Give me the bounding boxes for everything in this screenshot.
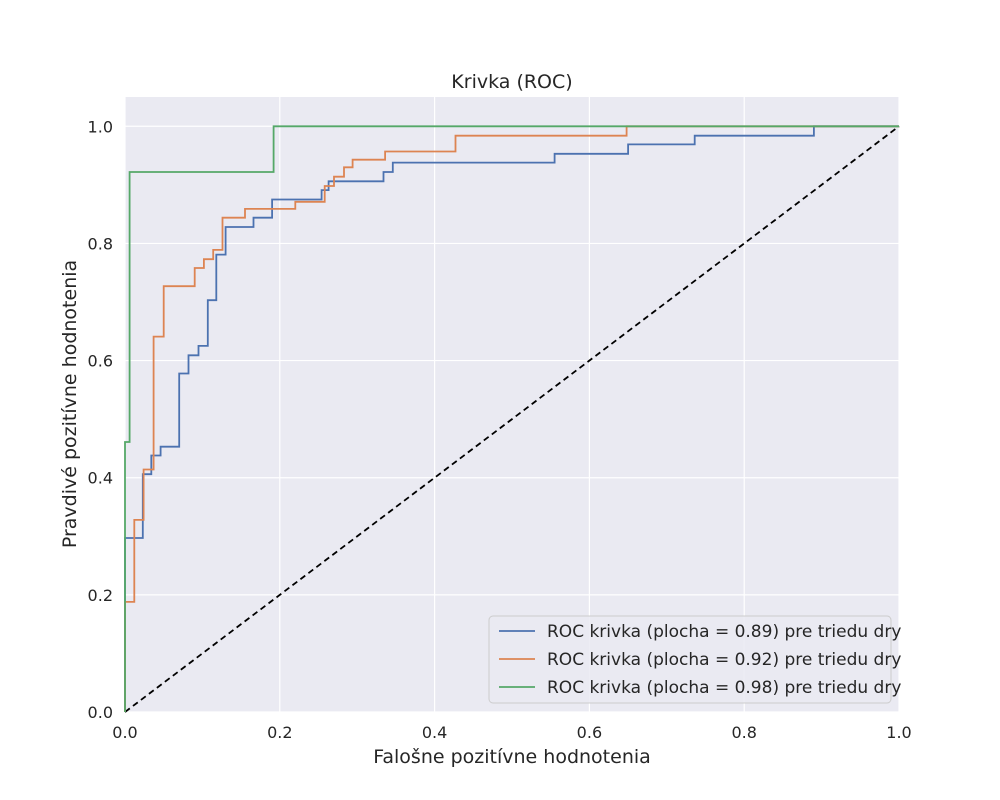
roc-curve-series-3 — [124, 125, 899, 712]
x-tick-label: 0.4 — [422, 723, 447, 742]
series-group — [124, 125, 899, 712]
x-tick-label: 0.6 — [577, 723, 602, 742]
legend-box — [488, 615, 892, 704]
chart-title: Krivka (ROC) — [451, 71, 572, 93]
legend-label-2: ROC krivka (plocha = 0.92) pre triedu dr… — [547, 650, 901, 670]
y-tick-labels: 0.0 0.2 0.4 0.6 0.8 1.0 — [88, 117, 113, 722]
y-tick-label: 0.6 — [88, 352, 113, 371]
y-tick-label: 0.4 — [88, 469, 113, 488]
y-tick-label: 0.8 — [88, 234, 113, 253]
y-tick-label: 1.0 — [88, 117, 113, 136]
roc-curve-series-2 — [124, 125, 899, 712]
legend: ROC krivka (plocha = 0.89) pre triedu dr… — [488, 615, 901, 704]
legend-label-1: ROC krivka (plocha = 0.89) pre triedu dr… — [547, 622, 901, 642]
x-tick-label: 1.0 — [886, 723, 911, 742]
x-tick-label: 0.8 — [731, 723, 756, 742]
reference-line — [124, 125, 900, 713]
diagonal-reference-line — [124, 125, 900, 713]
x-axis-label: Falošne pozitívne hodnotenia — [373, 746, 651, 768]
y-tick-label: 0.2 — [88, 586, 113, 605]
y-axis-label: Pravdivé pozitívne hodnotenia — [59, 260, 81, 548]
y-tick-label: 0.0 — [88, 703, 113, 722]
plot-background — [125, 97, 899, 712]
x-tick-label: 0.2 — [267, 723, 292, 742]
x-tick-label: 0.0 — [112, 723, 137, 742]
grid — [124, 97, 900, 713]
x-tick-labels: 0.0 0.2 0.4 0.6 0.8 1.0 — [112, 723, 911, 742]
legend-label-3: ROC krivka (plocha = 0.98) pre triedu dr… — [547, 678, 901, 698]
roc-curve-series-1 — [124, 125, 899, 712]
